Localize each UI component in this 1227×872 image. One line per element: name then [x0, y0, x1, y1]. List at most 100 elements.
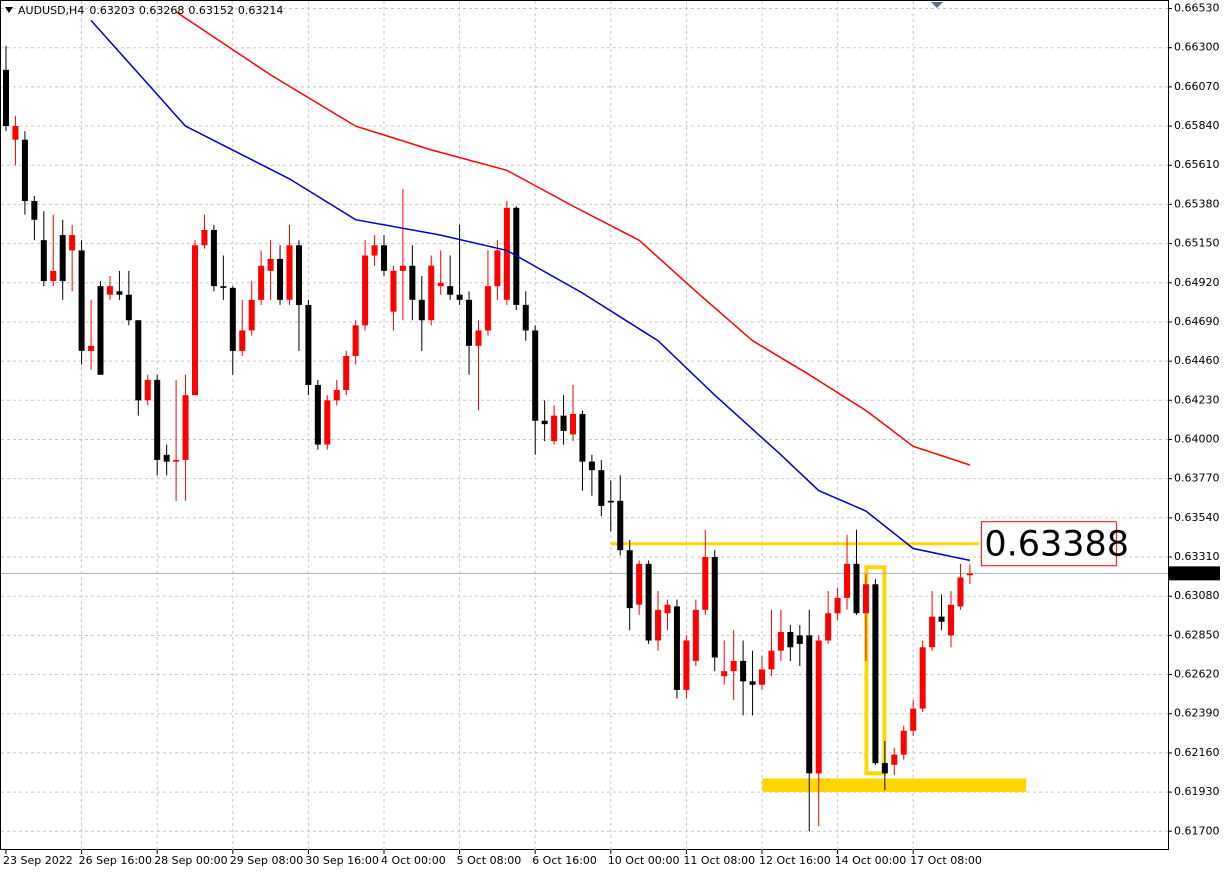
candle-body — [607, 500, 614, 503]
candle-body — [220, 286, 227, 288]
candle-body — [730, 660, 737, 672]
candle-body — [59, 235, 66, 282]
candle-body — [21, 139, 28, 202]
candle-body — [295, 245, 302, 305]
candle-body — [381, 245, 387, 271]
candle-body — [522, 304, 529, 331]
candle-body — [570, 413, 576, 435]
candle-body — [12, 126, 19, 140]
x-tick-label: 5 Oct 08:00 — [457, 854, 522, 867]
candle-body — [617, 500, 624, 551]
candle-body — [588, 461, 595, 471]
candle-body — [286, 245, 293, 300]
candle-body — [862, 584, 869, 614]
level-label: 0.63388 — [984, 525, 1129, 565]
candle-body — [88, 345, 95, 351]
highlight-box — [864, 565, 887, 776]
y-tick-label: 0.61930 — [1174, 785, 1220, 798]
x-tick-label: 28 Sep 00:00 — [154, 854, 227, 867]
y-tick-label: 0.63310 — [1174, 550, 1220, 563]
candle-body — [248, 299, 255, 331]
candle-body — [182, 395, 189, 460]
candle-body — [825, 613, 832, 641]
candle-body — [551, 415, 558, 442]
candle-body — [796, 635, 803, 644]
header-low: 0.63152 — [188, 4, 234, 17]
level-label-box — [980, 521, 1117, 567]
candle-body — [333, 390, 340, 401]
candle-body — [900, 730, 907, 755]
candle-body — [229, 287, 236, 351]
y-tick-label: 0.65380 — [1174, 197, 1220, 210]
y-tick-label: 0.62620 — [1174, 668, 1220, 681]
candle-body — [192, 245, 198, 396]
y-tick-label: 0.65150 — [1174, 237, 1220, 250]
x-tick-label: 26 Sep 16:00 — [79, 854, 152, 867]
candle-body — [702, 557, 709, 610]
y-tick-label: 0.64000 — [1174, 432, 1220, 445]
candle-body — [277, 258, 284, 300]
candle-body — [872, 584, 879, 764]
candle-body — [777, 631, 784, 651]
y-tick-label: 0.64460 — [1174, 354, 1220, 367]
symbol: AUDUSD,H4 — [18, 4, 84, 17]
candle-body — [503, 207, 510, 300]
x-tick-label: 11 Oct 08:00 — [683, 854, 755, 867]
candle-body — [579, 413, 586, 462]
header-high: 0.63268 — [139, 4, 185, 17]
header-arrow — [5, 7, 13, 13]
highlight-band — [762, 778, 1027, 793]
candle-body — [815, 640, 822, 774]
symbol-header: AUDUSD,H4 0.63203 0.63268 0.63152 0.63214 — [18, 4, 283, 17]
candle-body — [324, 400, 331, 445]
x-tick-label: 17 Oct 08:00 — [910, 854, 982, 867]
candle-body — [418, 299, 425, 321]
candle-body — [626, 550, 633, 609]
candle-body — [390, 270, 397, 312]
candle-body — [853, 563, 860, 614]
shift-marker — [931, 2, 943, 8]
candle-body — [163, 454, 170, 462]
candle-body — [919, 647, 926, 709]
candle-body — [125, 294, 132, 321]
y-tick-label: 0.63080 — [1174, 589, 1220, 602]
candle-body — [371, 245, 378, 256]
candle-body — [891, 754, 898, 765]
y-tick-label: 0.65840 — [1174, 119, 1220, 132]
y-tick-label: 0.62160 — [1174, 746, 1220, 759]
candle-body — [154, 379, 161, 460]
candle-body — [721, 671, 728, 677]
candle-body — [239, 330, 246, 351]
moving-average — [175, 11, 971, 466]
x-tick-label: 14 Oct 00:00 — [835, 854, 907, 867]
candle-body — [69, 235, 76, 251]
candle-body — [844, 563, 851, 598]
moving-average — [90, 19, 971, 562]
candle-body — [759, 669, 765, 685]
candle-body — [910, 708, 917, 731]
candle-body — [362, 255, 369, 326]
candle-body — [966, 573, 973, 576]
candle-body — [475, 330, 482, 346]
y-tick-label: 0.65610 — [1174, 158, 1220, 171]
header-close: 0.63214 — [238, 4, 284, 17]
x-tick-label: 6 Oct 16:00 — [532, 854, 597, 867]
candle-body — [210, 229, 217, 287]
candle-body — [97, 286, 104, 375]
candle-body — [806, 635, 813, 774]
candle-body — [929, 616, 936, 648]
x-tick-label: 29 Sep 08:00 — [230, 854, 303, 867]
x-tick-label: 12 Oct 16:00 — [759, 854, 831, 867]
candle-body — [428, 265, 435, 321]
y-tick-label: 0.66070 — [1174, 80, 1220, 93]
candle-body — [834, 597, 841, 614]
y-tick-label: 0.62390 — [1174, 707, 1220, 720]
candle-body — [683, 640, 690, 690]
candle-body — [78, 250, 85, 351]
candle-body — [314, 384, 321, 445]
candle-body — [305, 304, 312, 385]
current-price-tag — [1168, 566, 1220, 581]
candle-body — [50, 270, 57, 282]
candle-body — [881, 763, 888, 774]
